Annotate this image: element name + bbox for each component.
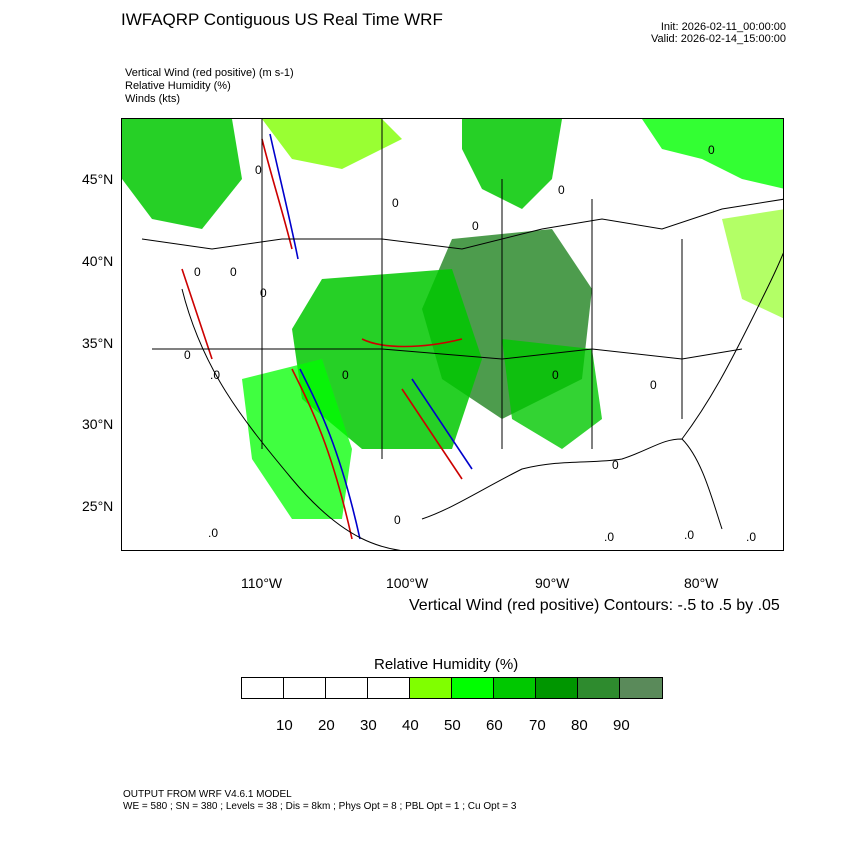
- weather-map: 0 0 0 0 0 0 0 0 0 .0 0 0 0 0 0 .0 .0 .0 …: [122, 119, 783, 550]
- svg-text:0: 0: [194, 265, 201, 279]
- field-vertical-wind: Vertical Wind (red positive) (m s-1): [125, 67, 294, 79]
- svg-text:0: 0: [558, 183, 565, 197]
- footer-model: OUTPUT FROM WRF V4.6.1 MODEL: [123, 789, 292, 800]
- colorbar-swatch: [536, 678, 578, 698]
- svg-text:0: 0: [650, 378, 657, 392]
- svg-text:0: 0: [255, 163, 262, 177]
- svg-text:0: 0: [394, 513, 401, 527]
- colorbar-label: 30: [360, 717, 377, 734]
- colorbar-swatch: [368, 678, 410, 698]
- contour-note: Vertical Wind (red positive) Contours: -…: [409, 597, 780, 614]
- lat-label: 35°N: [82, 335, 114, 351]
- colorbar-label: 80: [571, 717, 588, 734]
- svg-text:0: 0: [552, 368, 559, 382]
- lat-label: 30°N: [82, 416, 114, 432]
- svg-text:0: 0: [472, 219, 479, 233]
- init-time: Init: 2026-02-11_00:00:00: [660, 21, 786, 33]
- colorbar-swatch: [326, 678, 368, 698]
- lat-label: 40°N: [82, 253, 114, 269]
- svg-text:0: 0: [612, 458, 619, 472]
- svg-text:0: 0: [342, 368, 349, 382]
- svg-text:.0: .0: [210, 368, 220, 382]
- svg-text:.0: .0: [604, 530, 614, 544]
- field-winds: Winds (kts): [125, 93, 180, 105]
- colorbar-swatch: [578, 678, 620, 698]
- humidity-areas: [122, 119, 783, 519]
- colorbar-swatch: [494, 678, 536, 698]
- lon-label: 90°W: [535, 575, 570, 591]
- colorbar-swatch: [452, 678, 494, 698]
- colorbar-label: 20: [318, 717, 335, 734]
- valid-time: Valid: 2026-02-14_15:00:00: [651, 33, 786, 45]
- lon-label: 100°W: [386, 575, 429, 591]
- svg-text:.0: .0: [208, 526, 218, 540]
- svg-text:0: 0: [184, 348, 191, 362]
- footer-config: WE = 580 ; SN = 380 ; Levels = 38 ; Dis …: [123, 801, 517, 812]
- svg-text:0: 0: [392, 196, 399, 210]
- vertical-wind-contours: [181, 133, 473, 540]
- zero-labels: 0 0 0 0 0 0 0 0 0 .0 0 0 0 0 0 .0 .0 .0 …: [184, 143, 756, 544]
- page-title: IWFAQRP Contiguous US Real Time WRF: [121, 10, 443, 29]
- lon-label: 110°W: [241, 575, 283, 591]
- colorbar-label: 10: [276, 717, 293, 734]
- colorbar-swatch: [620, 678, 662, 698]
- colorbar-label: 70: [529, 717, 546, 734]
- colorbar-title: Relative Humidity (%): [374, 656, 519, 673]
- svg-text:0: 0: [708, 143, 715, 157]
- boundaries: [141, 119, 783, 550]
- lat-label: 45°N: [82, 171, 114, 187]
- svg-text:0: 0: [260, 286, 267, 300]
- map-panel: 0 0 0 0 0 0 0 0 0 .0 0 0 0 0 0 .0 .0 .0 …: [121, 118, 784, 551]
- lat-label: 25°N: [82, 498, 114, 514]
- svg-text:0: 0: [230, 265, 237, 279]
- colorbar: [241, 677, 663, 699]
- colorbar-swatch: [284, 678, 326, 698]
- colorbar-label: 50: [444, 717, 461, 734]
- colorbar-swatch: [410, 678, 452, 698]
- colorbar-label: 90: [613, 717, 630, 734]
- lon-label: 80°W: [684, 575, 719, 591]
- svg-text:.0: .0: [684, 528, 694, 542]
- colorbar-swatch: [242, 678, 284, 698]
- colorbar-label: 40: [402, 717, 419, 734]
- field-relative-humidity: Relative Humidity (%): [125, 80, 231, 92]
- svg-text:.0: .0: [746, 530, 756, 544]
- colorbar-label: 60: [486, 717, 503, 734]
